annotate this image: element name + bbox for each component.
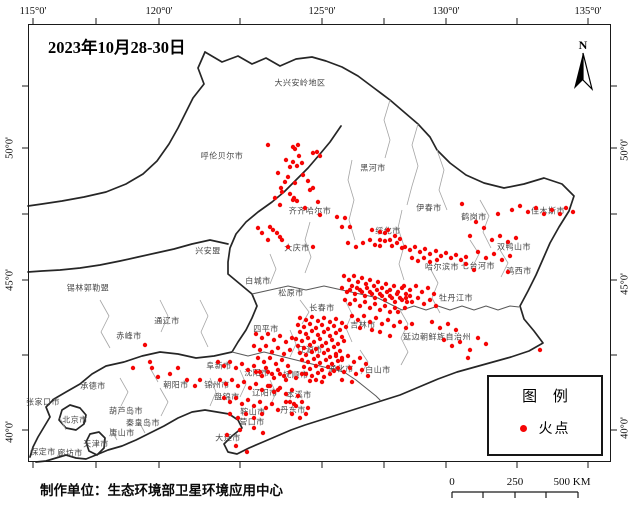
latitude-label: 40°0' [619, 417, 631, 439]
legend-box: 图 例 火点 [487, 375, 603, 456]
scalebar-label: 250 [506, 476, 524, 488]
longitude-label: 115°0' [19, 6, 47, 17]
credit-text: 制作单位：生态环境部卫星环境应用中心 [40, 483, 283, 498]
latitude-label: 45°0' [4, 269, 16, 291]
longitude-label: 125°0' [308, 6, 336, 17]
legend-title: 图 例 [522, 389, 574, 405]
latitude-label: 45°0' [619, 273, 631, 295]
latitude-label: 50°0' [619, 139, 631, 161]
longitude-label: 130°0' [432, 6, 460, 17]
longitude-label: 120°0' [145, 6, 173, 17]
north-arrow: N [566, 38, 602, 98]
north-arrow-icon [574, 52, 594, 91]
latitude-label: 40°0' [4, 421, 16, 443]
scalebar-label: 500 KM [553, 476, 591, 488]
legend-row: 火点 [489, 418, 601, 438]
north-label: N [578, 38, 588, 52]
legend-item-label: 火点 [538, 422, 571, 437]
map-title: 2023年10月28-30日 [48, 38, 186, 57]
latitude-label: 50°0' [4, 137, 16, 159]
scalebar-label: 0 [449, 476, 455, 488]
longitude-label: 135°0' [574, 6, 602, 17]
fire-point-legend-icon [519, 424, 527, 432]
